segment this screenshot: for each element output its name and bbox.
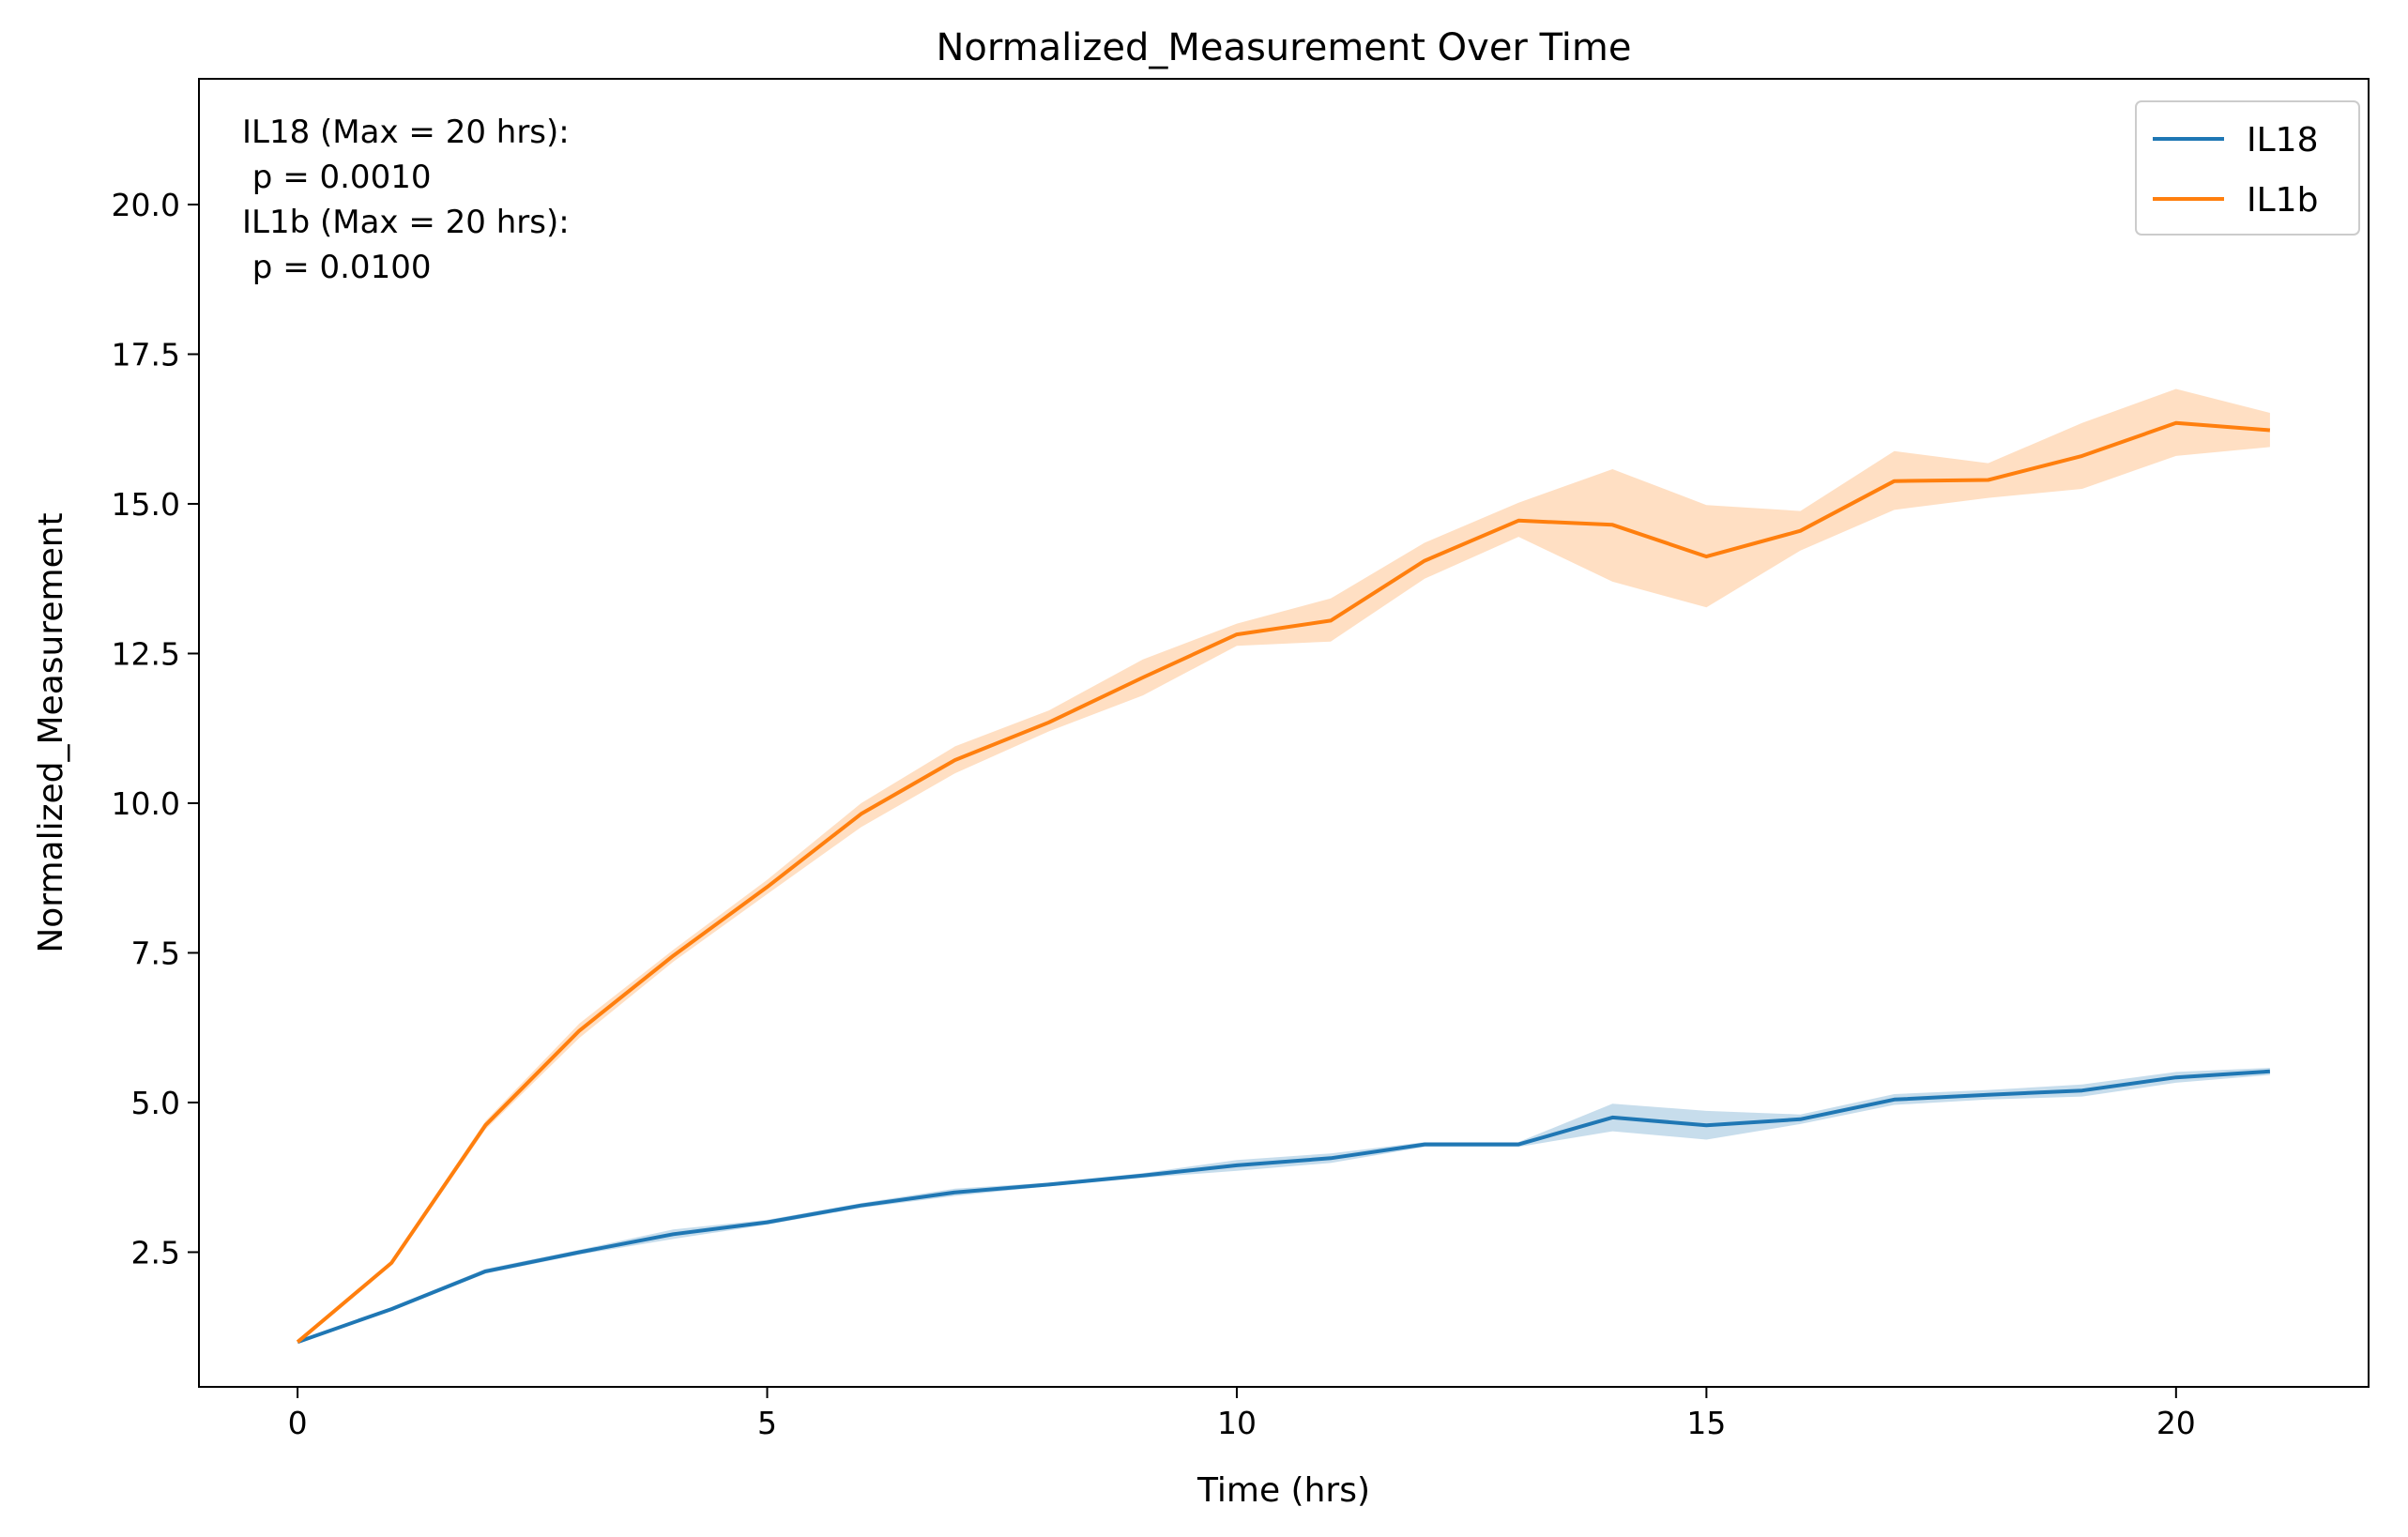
y-tick-label: 10.0 [112,785,180,822]
x-tick-label: 0 [288,1405,308,1441]
y-tick-label: 5.0 [131,1085,180,1121]
series-lines [296,420,2271,1345]
x-axis-label: Time (hrs) [1196,1471,1370,1510]
legend-box [2135,100,2360,236]
legend-label: IL18 [2247,121,2318,160]
confidence-bands [297,388,2270,1343]
y-tick-label: 12.5 [112,635,180,672]
x-axis: 0 5 10 15 20 [288,1387,2196,1441]
annotation-line: IL1b (Max = 20 hrs): [242,204,570,241]
y-tick-label: 15.0 [112,486,180,523]
confidence-band-il1b [297,388,2270,1343]
y-axis: 2.5 5.0 7.5 10.0 12.5 15.0 17.5 20.0 [112,187,199,1271]
confidence-band-il18 [297,1068,2270,1343]
y-tick-label: 7.5 [131,935,180,971]
plot-frame [198,78,2370,1388]
y-tick-label: 2.5 [131,1234,180,1271]
p-value-annotation: IL18 (Max = 20 hrs): p = 0.0010 IL1b (Max… [242,114,570,286]
annotation-line: p = 0.0100 [242,249,431,286]
x-tick-label: 10 [1217,1405,1257,1441]
series-line-il1b [296,420,2271,1344]
y-tick-label: 17.5 [112,336,180,373]
x-tick-label: 15 [1686,1405,1726,1441]
legend-label: IL1b [2247,181,2318,220]
y-axis-label: Normalized_Measurement [32,512,70,952]
y-tick-label: 20.0 [112,187,180,223]
x-tick-label: 5 [757,1405,777,1441]
series-line-il18 [297,1069,2271,1345]
x-tick-label: 20 [2157,1405,2196,1441]
annotation-line: IL18 (Max = 20 hrs): [242,114,570,151]
annotation-line: p = 0.0010 [242,159,431,196]
chart-title: Normalized_Measurement Over Time [937,26,1632,69]
legend: IL18 IL1b [2135,100,2360,236]
